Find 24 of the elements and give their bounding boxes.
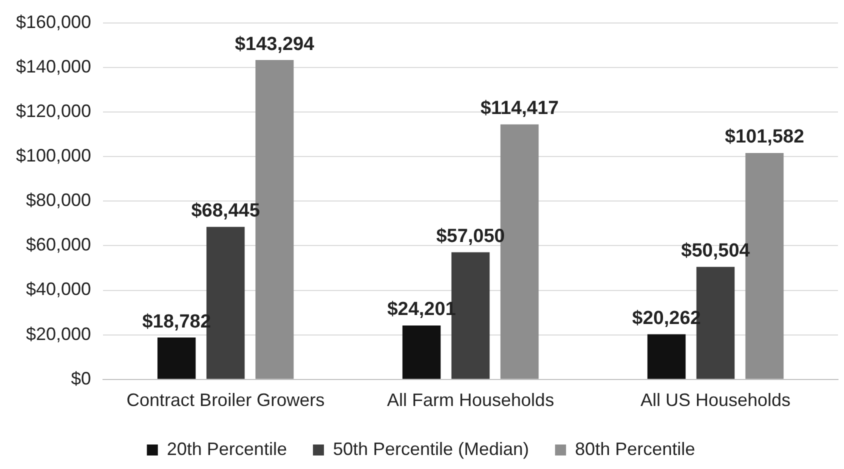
y-tick-label: $40,000 (26, 279, 92, 300)
data-label: $143,294 (234, 34, 315, 55)
legend-label: 20th Percentile (166, 438, 287, 459)
x-tick-label: All Farm Households (387, 390, 554, 410)
data-label: $50,504 (681, 240, 750, 262)
data-label: $101,582 (724, 126, 804, 148)
bar (157, 338, 196, 379)
y-tick-label: $140,000 (16, 56, 92, 76)
x-tick-label: Contract Broiler Growers (126, 390, 325, 410)
y-tick-label: $80,000 (26, 190, 92, 210)
y-tick-label: $120,000 (16, 100, 92, 121)
data-label: $68,445 (191, 200, 260, 222)
legend-label: 80th Percentile (575, 438, 696, 459)
x-tick-label: All US Households (640, 390, 791, 410)
y-tick-label: $100,000 (16, 145, 92, 166)
bar (402, 325, 441, 379)
y-tick-label: $60,000 (26, 234, 92, 255)
bar (647, 334, 686, 379)
legend-label: 50th Percentile (Median) (332, 438, 530, 459)
y-tick-label: $20,000 (26, 324, 92, 344)
data-label: $114,417 (480, 98, 559, 120)
y-tick-label: $160,000 (16, 12, 92, 32)
data-label: $57,050 (436, 226, 505, 247)
y-tick-label: $0 (71, 368, 92, 388)
